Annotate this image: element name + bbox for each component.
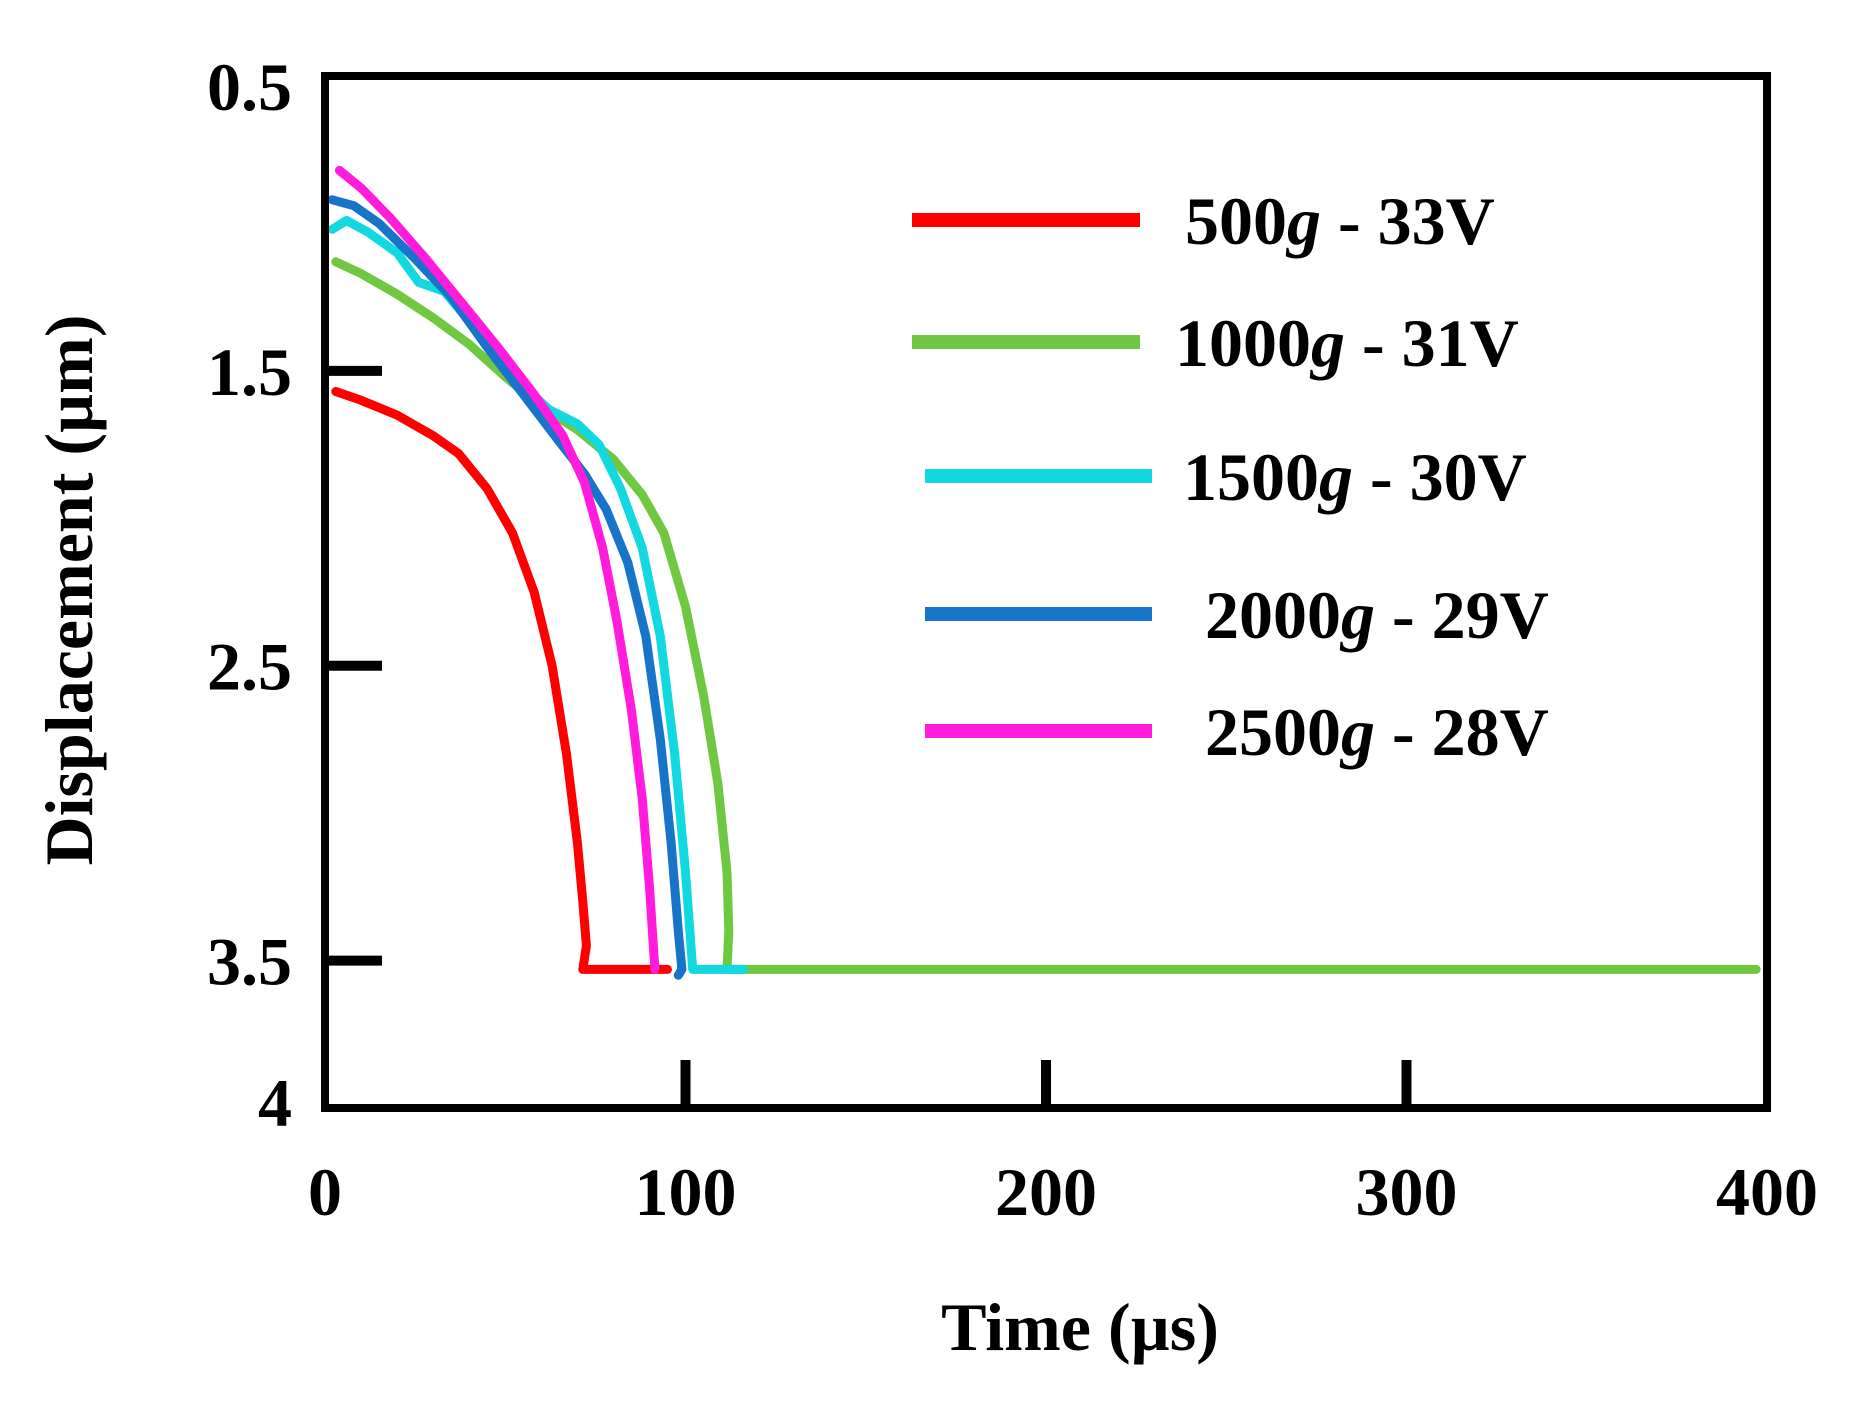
- legend: 500g - 33V 1000g - 31V 1500g - 30V 2000g - …: [912, 183, 1549, 770]
- y-axis-title: Displacement (µm): [31, 315, 107, 866]
- legend-label-2: 1000g - 31V: [1175, 305, 1519, 381]
- series-line-3: [327, 216, 748, 974]
- y-tick-label-2: 2.5: [207, 629, 292, 705]
- series-group: [327, 165, 1761, 980]
- x-tick-label-3: 300: [1356, 1154, 1458, 1230]
- legend-label-3: 1500g - 30V: [1183, 439, 1527, 515]
- x-tick-label-0: 0: [308, 1154, 342, 1230]
- plot-frame: [321, 72, 1771, 1112]
- y-tick-label-3: 3.5: [207, 924, 292, 1000]
- y-tick-label-1: 1.5: [207, 334, 292, 410]
- tick-group: [325, 365, 1412, 1108]
- x-tick-label-1: 100: [635, 1154, 737, 1230]
- legend-label-4: 2000g - 29V: [1205, 577, 1549, 653]
- series-line-5: [334, 165, 660, 974]
- y-tick-label-4: 4: [258, 1065, 292, 1141]
- series-line-4: [327, 195, 687, 980]
- x-tick-label-2: 200: [995, 1154, 1097, 1230]
- legend-label-1: 500g - 33V: [1185, 183, 1495, 259]
- series-line-1: [331, 387, 672, 974]
- y-tick-label-0: 0.5: [207, 49, 292, 125]
- legend-label-5: 2500g - 28V: [1205, 694, 1549, 770]
- x-tick-label-4: 400: [1716, 1154, 1818, 1230]
- x-axis-title: Time (µs): [941, 1289, 1219, 1365]
- tick-label-group: 0 100 200 300 400 0.5 1.5 2.5 3.5 4: [207, 49, 1818, 1230]
